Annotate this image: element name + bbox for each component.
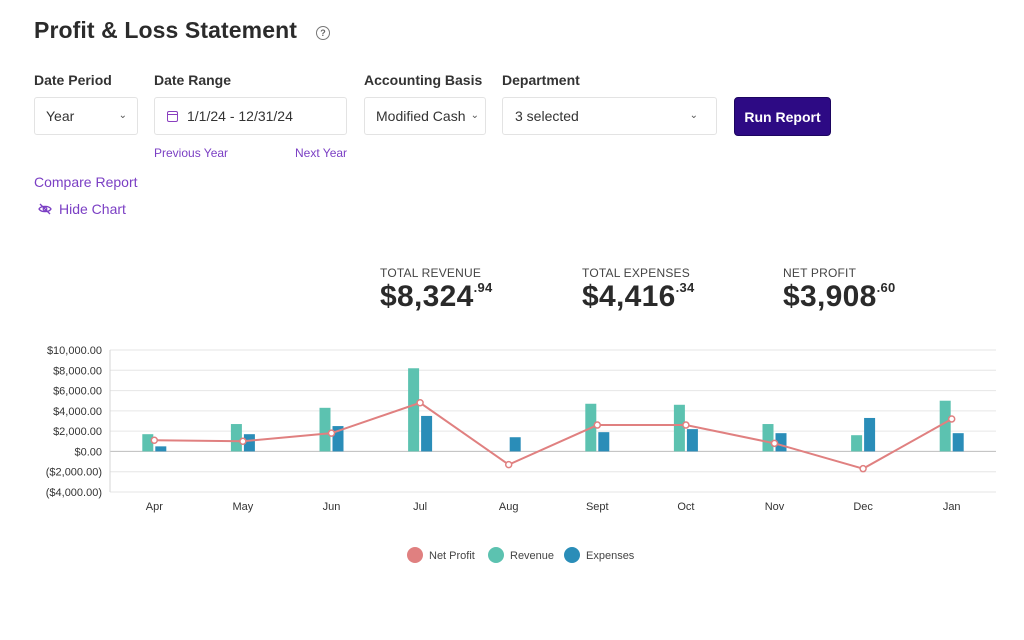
- expenses-bar: [775, 433, 787, 452]
- net-profit-dollars: $3,908: [783, 280, 877, 313]
- expenses-bar: [686, 429, 698, 452]
- date-range-value: 1/1/24 - 12/31/24: [187, 108, 293, 124]
- x-tick-label: Aug: [499, 501, 519, 513]
- x-tick-label: Dec: [853, 501, 873, 513]
- previous-year-link[interactable]: Previous Year: [154, 146, 229, 160]
- chevron-down-icon: ⌄: [118, 110, 127, 121]
- compare-report-link[interactable]: Compare Report: [34, 174, 138, 190]
- x-tick-label: Nov: [765, 501, 785, 513]
- net-profit-cents: .60: [876, 280, 896, 295]
- date-period-label: Date Period: [34, 72, 112, 88]
- total-revenue-label: TOTAL REVENUE: [380, 266, 482, 280]
- revenue-bar: [142, 434, 154, 452]
- chevron-down-icon: ⌄: [470, 110, 479, 121]
- expenses-bar: [243, 434, 255, 452]
- chevron-down-icon: ⌄: [689, 110, 698, 121]
- net-profit-line: [154, 401, 953, 470]
- date-range-input[interactable]: 1/1/24 - 12/31/24: [154, 97, 347, 135]
- legend-marker: [564, 547, 580, 563]
- expenses-bar: [155, 446, 167, 452]
- total-expenses-stat: TOTAL EXPENSES $4,416.34: [582, 266, 695, 314]
- expenses-bar: [864, 417, 876, 452]
- eye-slash-icon: [38, 203, 52, 215]
- legend-marker: [488, 547, 504, 563]
- page-title: Profit & Loss Statement: [34, 17, 298, 43]
- next-year-link[interactable]: Next Year: [295, 146, 348, 160]
- x-tick-label: Jun: [323, 501, 341, 513]
- expenses-bar: [421, 415, 433, 452]
- x-tick-label: Sept: [586, 501, 609, 513]
- date-period-select[interactable]: Year ⌄: [34, 97, 138, 135]
- department-value: 3 selected: [515, 108, 579, 124]
- net-profit-point: [416, 398, 424, 407]
- y-tick-label: $2,000.00: [53, 426, 102, 438]
- total-revenue-dollars: $8,324: [380, 280, 474, 313]
- accounting-basis-value: Modified Cash: [376, 108, 466, 124]
- legend-marker: [407, 547, 423, 563]
- x-tick-label: Jan: [943, 501, 961, 513]
- run-report-button[interactable]: Run Report: [734, 97, 831, 136]
- net-profit-label: NET PROFIT: [783, 266, 857, 280]
- date-period-value: Year: [46, 108, 75, 124]
- y-tick-label: $6,000.00: [53, 386, 102, 398]
- y-tick-label: $4,000.00: [53, 406, 102, 418]
- total-expenses-dollars: $4,416: [582, 280, 676, 313]
- total-expenses-cents: .34: [675, 280, 695, 295]
- legend-label: Revenue: [510, 550, 554, 562]
- department-select[interactable]: 3 selected ⌄: [502, 97, 717, 135]
- legend-label: Expenses: [586, 550, 635, 562]
- y-tick-label: ($2,000.00): [46, 467, 102, 479]
- x-tick-label: Apr: [146, 501, 163, 513]
- y-tick-label: $0.00: [74, 446, 102, 458]
- revenue-bar: [762, 424, 774, 452]
- hide-chart-label: Hide Chart: [59, 201, 126, 217]
- revenue-bar: [319, 407, 331, 452]
- accounting-basis-select[interactable]: Modified Cash ⌄: [364, 97, 486, 135]
- legend-label: Net Profit: [429, 550, 475, 562]
- accounting-basis-label: Accounting Basis: [364, 72, 483, 88]
- total-expenses-value: $4,416.34: [582, 280, 695, 314]
- hide-chart-link[interactable]: Hide Chart: [38, 201, 126, 217]
- x-tick-label: May: [233, 501, 254, 513]
- net-profit-value: $3,908.60: [783, 280, 896, 314]
- y-tick-label: $8,000.00: [53, 365, 102, 377]
- y-tick-label: ($4,000.00): [46, 487, 102, 499]
- revenue-bar: [673, 404, 685, 452]
- profit-loss-chart: $10,000.00 $8,000.00 $6,000.00 $4,000.00 $2,…: [46, 345, 996, 563]
- net-profit-stat: NET PROFIT $3,908.60: [783, 266, 896, 314]
- net-profit-point: [859, 464, 867, 473]
- y-tick-label: $10,000.00: [47, 345, 102, 357]
- revenue-bar: [939, 400, 951, 452]
- net-profit-point: [239, 437, 247, 446]
- help-icon[interactable]: ?: [316, 26, 330, 40]
- revenue-bar: [230, 424, 242, 452]
- department-label: Department: [502, 72, 580, 88]
- calendar-icon: [167, 110, 178, 122]
- revenue-bar: [408, 368, 420, 452]
- x-tick-label: Oct: [677, 501, 694, 513]
- expenses-bar: [332, 426, 344, 452]
- date-range-label: Date Range: [154, 72, 232, 88]
- net-profit-point: [593, 421, 602, 429]
- net-profit-point: [327, 429, 336, 437]
- x-tick-label: Jul: [413, 501, 427, 513]
- total-revenue-value: $8,324.94: [380, 280, 493, 314]
- expenses-bar: [598, 432, 610, 452]
- total-revenue-cents: .94: [473, 280, 493, 295]
- expenses-bar: [952, 433, 964, 452]
- total-expenses-label: TOTAL EXPENSES: [582, 266, 690, 280]
- revenue-bar: [851, 435, 863, 452]
- net-profit-point: [150, 436, 159, 445]
- net-profit-point: [504, 460, 513, 469]
- net-profit-point: [770, 439, 779, 448]
- net-profit-point: [682, 421, 690, 429]
- total-revenue-stat: TOTAL REVENUE $8,324.94: [380, 266, 493, 314]
- net-profit-point: [947, 415, 956, 423]
- expenses-bar: [509, 437, 521, 452]
